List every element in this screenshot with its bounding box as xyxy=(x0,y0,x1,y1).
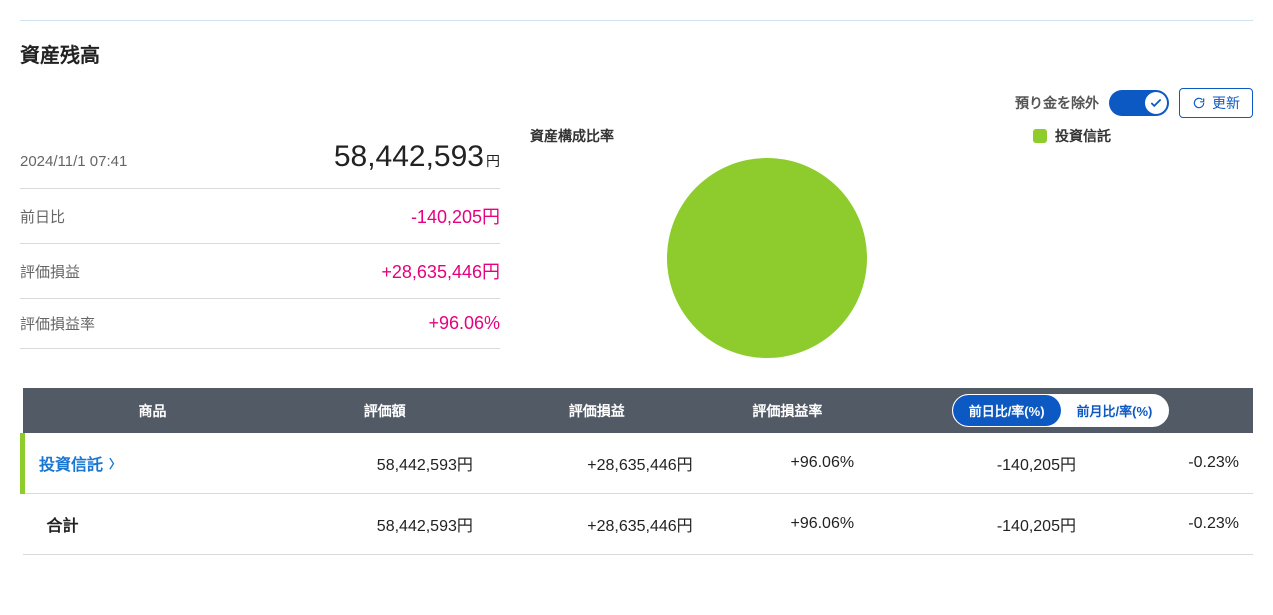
cell-gain-rate: +96.06% xyxy=(707,494,868,555)
toggle-knob xyxy=(1145,92,1167,114)
top-divider xyxy=(20,20,1253,21)
stat-row-day-change: 前日比 -140,205円 xyxy=(20,189,500,244)
chart-area: 資産構成比率 xyxy=(530,126,1003,358)
total-amount: 58,442,593 xyxy=(334,140,484,173)
col-period-toggle: 前日比/率(%) 前月比/率(%) xyxy=(868,388,1253,433)
stat-row-gain-rate: 評価損益率 +96.06% xyxy=(20,299,500,349)
product-name: 投資信託 xyxy=(39,451,103,475)
table-row: 投資信託 〉 58,442,593円 +28,635,446円 +96.06% … xyxy=(23,433,1254,494)
table-row-total: 合計 58,442,593円 +28,635,446円 +96.06% -140… xyxy=(23,494,1254,555)
pill-day[interactable]: 前日比/率(%) xyxy=(953,395,1061,426)
cell-gain: +28,635,446円 xyxy=(487,433,707,494)
col-valuation: 評価額 xyxy=(283,388,487,433)
cell-gain: +28,635,446円 xyxy=(487,494,707,555)
stat-label: 評価損益 xyxy=(20,261,80,282)
stat-value: +96.06% xyxy=(428,313,500,334)
stat-label: 前日比 xyxy=(20,206,65,227)
product-link[interactable]: 投資信託 〉 xyxy=(39,451,121,475)
legend-label: 投資信託 xyxy=(1055,126,1111,146)
chart-title: 資産構成比率 xyxy=(530,126,1003,146)
table-header-row: 商品 評価額 評価損益 評価損益率 前日比/率(%) 前月比/率(%) xyxy=(23,388,1254,433)
period-pill-group: 前日比/率(%) 前月比/率(%) xyxy=(952,394,1170,427)
total-unit: 円 xyxy=(486,153,500,169)
legend-item: 投資信託 xyxy=(1033,126,1253,146)
cell-valuation: 58,442,593円 xyxy=(283,433,487,494)
cell-diff: -140,205円 xyxy=(868,494,1090,555)
stat-value: +28,635,446円 xyxy=(381,258,500,284)
stat-value: -140,205円 xyxy=(411,203,500,229)
page-title: 資産残高 xyxy=(20,39,1253,68)
timestamp: 2024/11/1 07:41 xyxy=(20,153,127,170)
legend-swatch xyxy=(1033,129,1047,143)
total-value: 58,442,593円 xyxy=(334,140,500,174)
legend: 投資信託 xyxy=(1033,126,1253,358)
stat-row-total: 2024/11/1 07:41 58,442,593円 xyxy=(20,126,500,189)
exclude-deposit-label: 預り金を除外 xyxy=(1015,93,1099,113)
cell-diff-rate: -0.23% xyxy=(1090,494,1253,555)
cell-diff: -140,205円 xyxy=(868,433,1090,494)
refresh-label: 更新 xyxy=(1212,93,1240,113)
col-gain: 評価損益 xyxy=(487,388,707,433)
chevron-right-icon: 〉 xyxy=(109,455,121,472)
col-product: 商品 xyxy=(23,388,283,433)
pill-month[interactable]: 前月比/率(%) xyxy=(1061,395,1169,426)
exclude-deposit-toggle[interactable] xyxy=(1109,90,1169,116)
cell-diff-rate: -0.23% xyxy=(1090,433,1253,494)
holdings-table: 商品 評価額 評価損益 評価損益率 前日比/率(%) 前月比/率(%) 投資信託… xyxy=(20,388,1253,555)
refresh-button[interactable]: 更新 xyxy=(1179,88,1253,118)
stat-label: 評価損益率 xyxy=(20,313,95,334)
cell-total-label: 合計 xyxy=(23,494,283,555)
check-icon xyxy=(1149,96,1163,110)
stats-column: 2024/11/1 07:41 58,442,593円 前日比 -140,205… xyxy=(20,126,500,358)
controls-row: 預り金を除外 更新 xyxy=(20,88,1253,118)
cell-valuation: 58,442,593円 xyxy=(283,494,487,555)
pie-chart xyxy=(667,158,867,358)
stat-row-gain: 評価損益 +28,635,446円 xyxy=(20,244,500,299)
col-gain-rate: 評価損益率 xyxy=(707,388,868,433)
refresh-icon xyxy=(1192,96,1206,110)
cell-gain-rate: +96.06% xyxy=(707,433,868,494)
